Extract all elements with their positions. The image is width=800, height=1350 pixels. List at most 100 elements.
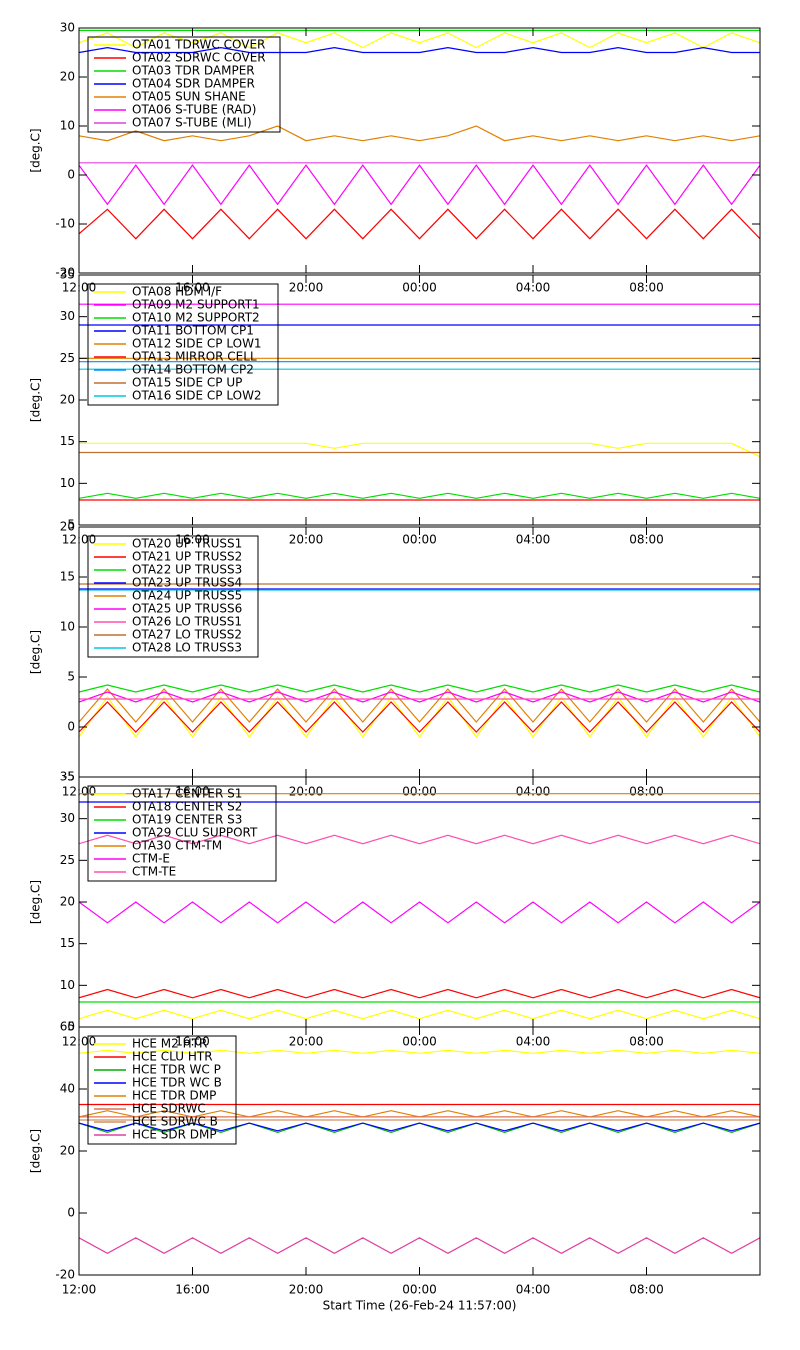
series-line [79, 988, 760, 999]
legend-label: OTA12 SIDE CP LOW1 [132, 337, 262, 351]
legend-label: OTA17 CENTER S1 [132, 787, 242, 801]
y-axis-label: [deg.C] [29, 378, 43, 422]
y-tick-label: 15 [60, 570, 75, 584]
series-line [79, 684, 760, 693]
series-group [79, 303, 760, 501]
x-tick-label: 00:00 [402, 533, 437, 547]
y-axis-label: [deg.C] [29, 630, 43, 674]
series-line [79, 208, 760, 240]
legend-label: OTA30 CTM-TM [132, 839, 222, 853]
series-line [79, 164, 760, 206]
series-line [79, 691, 760, 703]
y-tick-label: 30 [60, 811, 75, 825]
series-line [79, 1049, 760, 1054]
legend-label: OTA28 LO TRUSS3 [132, 641, 242, 655]
x-tick-label: 00:00 [402, 1283, 437, 1297]
series-line [79, 46, 760, 54]
x-tick-label: 20:00 [289, 281, 324, 295]
y-tick-label: 0 [67, 168, 75, 182]
series-line [79, 1237, 760, 1254]
y-tick-label: 30 [60, 21, 75, 35]
y-tick-label: 15 [60, 434, 75, 448]
legend-label: OTA11 BOTTOM CP1 [132, 324, 254, 338]
x-tick-label: 04:00 [516, 1035, 551, 1049]
legend-box [87, 1035, 237, 1145]
x-tick-label: 04:00 [516, 533, 551, 547]
x-tick-label: 08:00 [629, 785, 664, 799]
legend-label: OTA20 UP TRUSS1 [132, 537, 242, 551]
legend-label: OTA24 UP TRUSS5 [132, 589, 242, 603]
y-tick-label: 35 [60, 268, 75, 282]
legend-label: HCE TDR WC B [132, 1076, 222, 1090]
y-tick-label: 25 [60, 351, 75, 365]
legend-label: OTA02 SDRWC COVER [132, 51, 266, 65]
y-tick-label: -10 [55, 217, 75, 231]
x-tick-label: 00:00 [402, 1035, 437, 1049]
legend-label: OTA23 UP TRUSS4 [132, 576, 242, 590]
legend-label: OTA05 SUN SHANE [132, 90, 246, 104]
series-line [79, 492, 760, 499]
legend-label: OTA10 M2 SUPPORT2 [132, 311, 260, 325]
y-tick-label: 20 [60, 520, 75, 534]
series-group [79, 583, 760, 739]
legend-box [87, 36, 281, 133]
x-tick-label: 20:00 [289, 1035, 324, 1049]
x-tick-label: 08:00 [629, 1283, 664, 1297]
y-tick-label: 0 [67, 720, 75, 734]
series-line [79, 125, 760, 142]
legend-label: OTA08 HDM I/F [132, 285, 222, 299]
legend-box [87, 535, 259, 658]
x-tick-label: 04:00 [516, 281, 551, 295]
y-tick-label: -20 [55, 1268, 75, 1282]
y-tick-label: 40 [60, 1082, 75, 1096]
x-tick-label: 16:00 [175, 785, 210, 799]
series-line [79, 1009, 760, 1020]
series-line [79, 834, 760, 845]
series-group [79, 793, 760, 1020]
legend-label: OTA09 M2 SUPPORT1 [132, 298, 260, 312]
legend-label: OTA04 SDR DAMPER [132, 77, 255, 91]
legend-label: OTA16 SIDE CP LOW2 [132, 389, 262, 403]
series-line [79, 442, 760, 458]
y-axis-label: [deg.C] [29, 128, 43, 172]
x-tick-label: 08:00 [629, 533, 664, 547]
legend-label: HCE M2 HTR [132, 1037, 207, 1051]
series-line [79, 701, 760, 733]
legend-label: OTA26 LO TRUSS1 [132, 615, 242, 629]
legend-label: OTA13 MIRROR CELL [132, 350, 257, 364]
legend-label: OTA19 CENTER S3 [132, 813, 242, 827]
y-tick-label: -20 [55, 266, 75, 280]
y-tick-label: 0 [67, 1206, 75, 1220]
legend-box [87, 785, 277, 882]
legend-label: OTA06 S-TUBE (RAD) [132, 103, 256, 117]
legend-label: OTA21 UP TRUSS2 [132, 550, 242, 564]
y-tick-label: 5 [67, 1020, 75, 1034]
series-line [79, 1122, 760, 1132]
legend-label: CTM-E [132, 852, 170, 866]
y-tick-label: -5 [63, 770, 75, 784]
y-tick-label: 5 [67, 518, 75, 532]
legend-label: HCE SDRWC [132, 1102, 206, 1116]
legend-label: HCE CLU HTR [132, 1050, 213, 1064]
legend-label: OTA29 CLU SUPPORT [132, 826, 258, 840]
legend-label: HCE TDR WC P [132, 1063, 221, 1077]
legend-label: OTA01 TDRWC COVER [132, 38, 265, 52]
legend-label: HCE SDR DMP [132, 1128, 217, 1142]
panel: -20 0 20 40 60 12:00 16:00 20:00 00:00 04:00 08:00… [29, 1020, 761, 1313]
x-tick-label: 00:00 [402, 785, 437, 799]
series-line [79, 32, 760, 49]
series-line [79, 901, 760, 924]
y-tick-label: 10 [60, 119, 75, 133]
y-tick-label: 35 [60, 770, 75, 784]
x-tick-label: 08:00 [629, 281, 664, 295]
y-axis-label: [deg.C] [29, 1129, 43, 1173]
y-tick-label: 10 [60, 476, 75, 490]
x-tick-label: 16:00 [175, 1035, 210, 1049]
